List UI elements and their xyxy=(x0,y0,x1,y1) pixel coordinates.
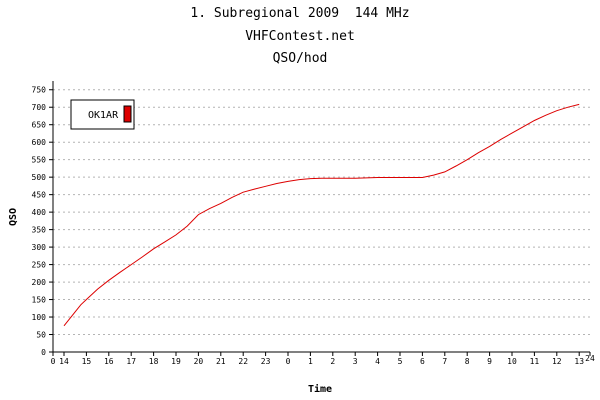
y-tick-label: 550 xyxy=(32,156,47,165)
y-axis-label: QSO xyxy=(8,208,19,226)
y-tick-label: 50 xyxy=(36,331,46,340)
chart-title: 1. Subregional 2009 144 MHz xyxy=(190,6,410,21)
y-tick-label: 350 xyxy=(32,226,47,235)
x-tick-label: 22 xyxy=(238,357,248,366)
y-tick-label: 400 xyxy=(32,208,47,217)
x-tick-label: 14 xyxy=(59,357,69,366)
y-tick-label: 150 xyxy=(32,296,47,305)
x-tick-label: 21 xyxy=(216,357,226,366)
legend-swatch xyxy=(123,105,132,123)
x-tick-label: 2 xyxy=(330,357,335,366)
y-tick-label: 200 xyxy=(32,278,47,287)
y-tick-label: 600 xyxy=(32,138,47,147)
x-tick-label: 4 xyxy=(375,357,380,366)
x-tick-label: 17 xyxy=(126,357,136,366)
axes: 0501001502002503003504004505005506006507… xyxy=(32,81,595,366)
x-tick-label: 1 xyxy=(308,357,313,366)
chart-site: VHFContest.net xyxy=(245,29,355,44)
x-tick-label: 18 xyxy=(149,357,159,366)
x-axis-label: Time xyxy=(308,383,332,395)
legend-label: OK1AR xyxy=(88,110,119,121)
x-tick-label: 10 xyxy=(507,357,517,366)
y-tick-label: 0 xyxy=(41,348,46,357)
x-tick-label: 20 xyxy=(194,357,204,366)
x-tick-label: 15 xyxy=(82,357,92,366)
y-tick-label: 700 xyxy=(32,103,47,112)
x-tick-label: 0 xyxy=(286,357,291,366)
x-tick-label: 13 xyxy=(574,357,584,366)
x-tick-label: 24 xyxy=(585,354,595,363)
x-tick-label: 6 xyxy=(420,357,425,366)
x-tick-label: 11 xyxy=(530,357,540,366)
x-tick-label: 9 xyxy=(487,357,492,366)
y-tick-label: 250 xyxy=(32,261,47,270)
x-tick-label: 8 xyxy=(465,357,470,366)
y-tick-label: 300 xyxy=(32,243,47,252)
chart-subtitle: QSO/hod xyxy=(272,51,328,66)
series-lines xyxy=(63,103,580,327)
x-tick-label: 3 xyxy=(353,357,358,366)
x-tick-label: 23 xyxy=(261,357,271,366)
x-tick-label: 19 xyxy=(171,357,181,366)
x-tick-label: 12 xyxy=(552,357,562,366)
y-tick-label: 450 xyxy=(32,191,47,200)
series-line xyxy=(63,103,580,327)
legend: OK1AR xyxy=(70,99,135,130)
x-tick-label: 7 xyxy=(442,357,447,366)
y-tick-label: 500 xyxy=(32,173,47,182)
x-tick-label: 16 xyxy=(104,357,114,366)
y-tick-label: 100 xyxy=(32,313,47,322)
x-tick-label: 5 xyxy=(398,357,403,366)
y-tick-label: 650 xyxy=(32,121,47,130)
y-tick-label: 750 xyxy=(32,86,47,95)
x-tick-label: 0 xyxy=(51,357,56,366)
